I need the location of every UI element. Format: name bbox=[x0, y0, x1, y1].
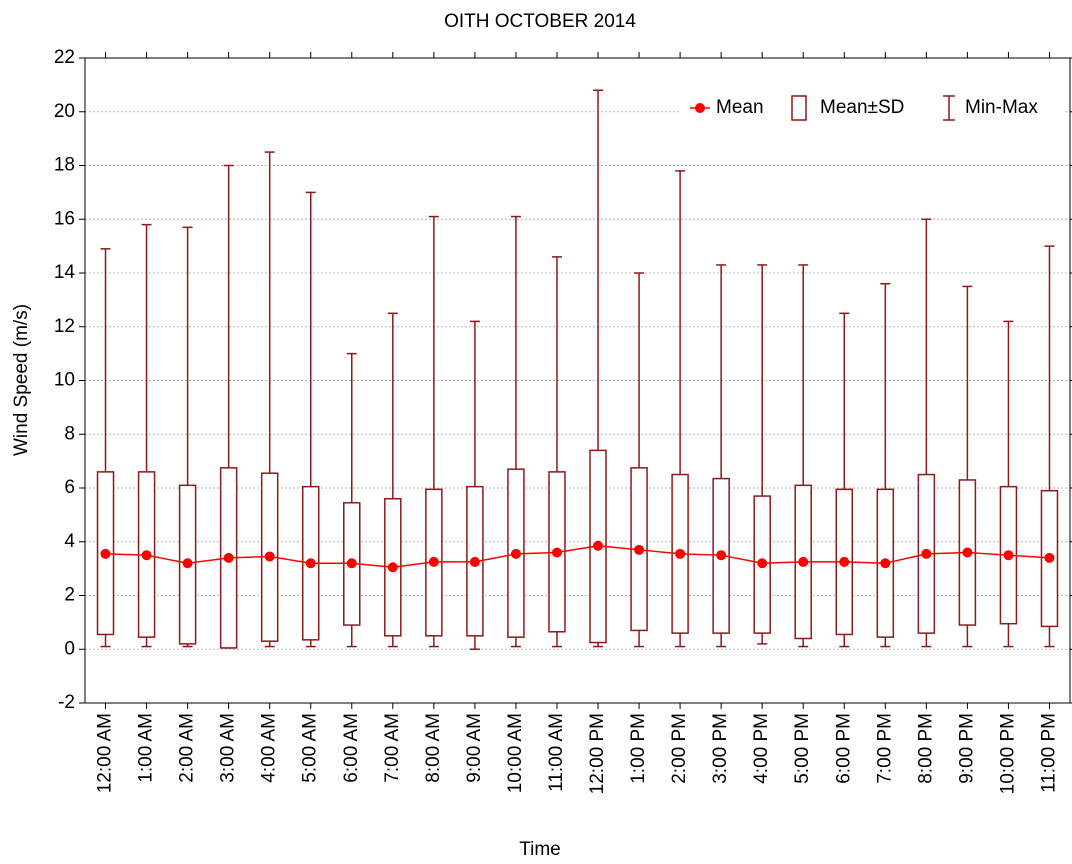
y-tick-label: 18 bbox=[54, 155, 75, 176]
mean-dot bbox=[223, 552, 234, 563]
x-tick-label: 6:00 PM bbox=[833, 713, 854, 784]
plot-frame bbox=[84, 57, 1071, 704]
y-tick-label: 2 bbox=[64, 585, 75, 606]
x-tick-label: 3:00 AM bbox=[218, 713, 239, 783]
x-tick-label: 1:00 PM bbox=[628, 713, 649, 784]
mean-dot bbox=[880, 558, 891, 569]
mean-dot bbox=[1003, 550, 1014, 561]
x-tick-label: 6:00 AM bbox=[341, 713, 362, 783]
mean-dot bbox=[346, 558, 357, 569]
mean-dot bbox=[100, 548, 111, 559]
y-tick-label: 14 bbox=[54, 262, 76, 283]
x-tick-label: 4:00 PM bbox=[751, 713, 772, 784]
legend-box bbox=[791, 95, 807, 121]
mean-dot bbox=[921, 548, 932, 559]
x-tick-label: 11:00 AM bbox=[546, 713, 567, 792]
x-tick-label: 2:00 PM bbox=[669, 713, 690, 784]
x-tick-label: 7:00 PM bbox=[874, 713, 895, 784]
mean-dot bbox=[634, 544, 645, 555]
x-tick-label: 12:00 PM bbox=[587, 713, 608, 794]
x-tick-label: 3:00 PM bbox=[710, 713, 731, 784]
x-tick-label: 9:00 PM bbox=[956, 713, 977, 784]
y-tick-label: 16 bbox=[54, 208, 75, 229]
mean-dot bbox=[1044, 552, 1055, 563]
x-tick-label: 8:00 PM bbox=[915, 713, 936, 784]
mean-dot bbox=[962, 547, 973, 558]
chart-title: OITH OCTOBER 2014 bbox=[444, 11, 636, 32]
y-tick-label: 12 bbox=[54, 316, 75, 337]
x-tick-label: 9:00 AM bbox=[464, 713, 485, 783]
mean-dot bbox=[551, 547, 562, 558]
mean-dot bbox=[798, 556, 809, 567]
x-tick-label: 8:00 AM bbox=[423, 713, 444, 783]
mean-line bbox=[105, 545, 1050, 569]
mean-dot bbox=[428, 556, 439, 567]
x-tick-label: 5:00 PM bbox=[792, 713, 813, 784]
mean-dot bbox=[510, 548, 521, 559]
y-axis-label: Wind Speed (m/s) bbox=[11, 304, 32, 456]
y-tick-label: 8 bbox=[64, 423, 75, 444]
legend-label: Mean±SD bbox=[820, 97, 904, 118]
y-tick-label: 0 bbox=[64, 638, 75, 659]
y-tick-label: 20 bbox=[54, 101, 75, 122]
legend: Mean Mean±SD Min-Max bbox=[680, 94, 1065, 122]
mean-dot bbox=[757, 558, 768, 569]
mean-dot bbox=[593, 540, 604, 551]
x-tick-label: 11:00 PM bbox=[1038, 713, 1059, 793]
legend-label: Mean bbox=[716, 97, 764, 118]
mean-dot bbox=[182, 558, 193, 569]
legend-bg bbox=[680, 94, 1065, 122]
y-tick-label: 10 bbox=[54, 370, 75, 391]
x-tick-label: 2:00 AM bbox=[177, 713, 198, 783]
x-tick-label: 10:00 AM bbox=[505, 713, 526, 793]
x-tick-label: 7:00 AM bbox=[382, 713, 403, 783]
mean-dot bbox=[141, 550, 152, 561]
legend-mean-dot bbox=[695, 103, 705, 113]
legend-label: Min-Max bbox=[965, 97, 1038, 118]
mean-dot bbox=[716, 550, 727, 561]
mean-dot bbox=[387, 562, 398, 573]
y-tick-label: 6 bbox=[64, 477, 75, 498]
x-tick-label: 12:00 AM bbox=[95, 713, 116, 793]
mean-dot bbox=[264, 551, 275, 562]
x-tick-label: 4:00 AM bbox=[259, 713, 280, 783]
x-tick-label: 10:00 PM bbox=[997, 713, 1018, 794]
y-tick-label: -2 bbox=[58, 692, 75, 713]
mean-dot bbox=[469, 556, 480, 567]
y-tick-label: 4 bbox=[64, 531, 75, 552]
y-tick-label: 22 bbox=[54, 47, 75, 68]
x-tick-label: 1:00 AM bbox=[136, 713, 157, 783]
x-axis-label: Time bbox=[519, 839, 561, 860]
mean-dot bbox=[675, 548, 686, 559]
mean-dot bbox=[839, 556, 850, 567]
x-tick-label: 5:00 AM bbox=[300, 713, 321, 783]
mean-dot bbox=[305, 558, 316, 569]
